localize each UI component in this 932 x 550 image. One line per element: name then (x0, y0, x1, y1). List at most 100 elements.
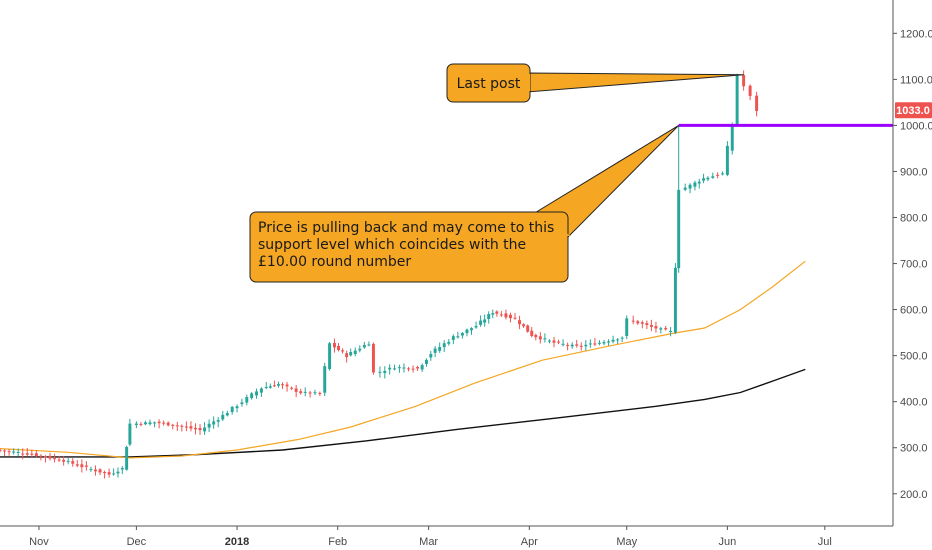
candle-body (250, 393, 254, 399)
candle-body (659, 328, 663, 330)
last-price-badge (895, 102, 932, 119)
candle-body (80, 464, 84, 468)
candle-body (107, 472, 111, 475)
y-tick-label: 700.0 (900, 259, 928, 271)
candle-body (499, 314, 503, 316)
candle-body (171, 424, 175, 426)
y-tick-label: 1100.0 (900, 74, 932, 86)
candle-body (134, 423, 138, 426)
candle-body (103, 472, 107, 474)
candle-body (66, 460, 70, 462)
candle-body (735, 75, 739, 125)
candle-body (299, 391, 303, 394)
candle-body (742, 75, 746, 87)
candle-body (371, 343, 375, 373)
candle-body (98, 469, 102, 473)
y-tick-label: 1200.0 (900, 28, 932, 40)
candle-body (245, 397, 249, 403)
candle-body (198, 427, 202, 431)
candle-body (664, 328, 668, 330)
candle-body (378, 371, 382, 373)
candle-body (116, 471, 120, 474)
candle-body (153, 422, 157, 424)
candle-body (465, 329, 469, 334)
candle-body (584, 344, 588, 347)
candle-body (631, 320, 635, 322)
candle-body (588, 343, 592, 345)
candle-body (221, 414, 225, 420)
candle-body (313, 392, 317, 394)
candle-body (255, 391, 259, 396)
candle-body (429, 354, 433, 358)
candle-body (7, 451, 11, 453)
x-tick-label: Jun (719, 536, 737, 548)
candle-body (748, 85, 752, 96)
candle-body (285, 384, 289, 387)
candle-body (721, 173, 724, 175)
candle-body (139, 423, 143, 425)
candle-body (552, 340, 556, 343)
callout-seam (525, 74, 530, 91)
candle-body (716, 174, 720, 176)
candle-body (570, 344, 574, 347)
candle-body (240, 402, 244, 405)
candle-body (294, 388, 298, 392)
candle-body (543, 338, 547, 340)
candle-body (602, 341, 606, 344)
candle-body (566, 344, 570, 346)
candle-body (456, 336, 460, 338)
candle-body (353, 350, 357, 355)
candle-body (669, 331, 673, 333)
candle-body (654, 326, 658, 329)
candle-body (0, 449, 2, 451)
callout-text-line: £10.00 round number (258, 254, 411, 270)
candle-body (144, 422, 147, 425)
y-tick-label: 400.0 (900, 397, 928, 409)
candle-body (3, 450, 7, 452)
candle-body (688, 184, 692, 189)
candle-body (451, 336, 455, 340)
candlestick-series (0, 70, 759, 479)
candle-body (616, 339, 620, 341)
candle-body (640, 322, 644, 324)
candle-body (593, 343, 597, 345)
candle-body (483, 319, 487, 323)
candle-body (21, 453, 25, 455)
candle-body (162, 422, 166, 424)
x-tick-label: 2018 (225, 536, 249, 548)
candle-body (474, 325, 478, 328)
candle-body (706, 177, 710, 180)
candle-body (711, 176, 715, 178)
candle-body (259, 388, 263, 393)
candle-body (93, 469, 97, 472)
x-tick-label: Jul (818, 536, 832, 548)
x-tick-label: Dec (127, 536, 147, 548)
candle-body (402, 367, 406, 369)
candle-body (526, 325, 530, 332)
x-tick-label: Mar (419, 536, 438, 548)
candle-body (388, 367, 392, 370)
candle-body (362, 345, 366, 348)
candle-body (416, 367, 420, 369)
candle-body (112, 473, 116, 475)
candle-body (120, 468, 124, 470)
callout-text-line: support level which coincides with the (258, 237, 526, 253)
y-tick-label: 1000.0 (900, 120, 932, 132)
candle-body (649, 324, 653, 327)
candle-body (673, 267, 677, 333)
candle-body (460, 332, 464, 336)
candle-body (16, 451, 20, 453)
candle-body (318, 392, 322, 394)
candle-body (575, 344, 579, 346)
candle-body (407, 368, 410, 370)
candle-body (513, 317, 517, 319)
candle-body (184, 426, 188, 428)
candle-body (84, 465, 88, 467)
ma-slow-line (0, 368, 806, 458)
y-tick-label: 800.0 (900, 213, 928, 225)
candle-body (148, 422, 152, 425)
candle-body (203, 427, 207, 432)
candle-body (522, 324, 526, 327)
candle-body (495, 311, 499, 314)
